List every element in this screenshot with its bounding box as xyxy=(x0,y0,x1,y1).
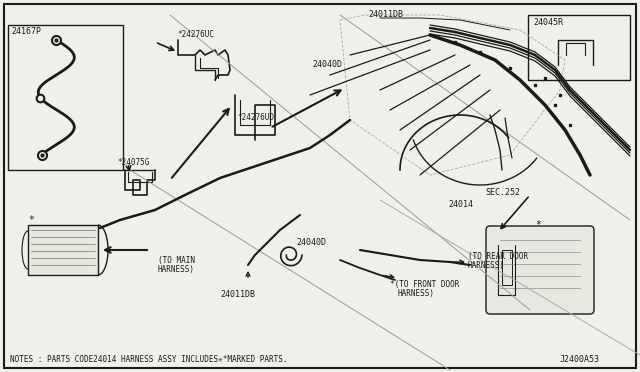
Text: (TO MAIN: (TO MAIN xyxy=(158,256,195,265)
Text: *24075G: *24075G xyxy=(117,158,149,167)
FancyBboxPatch shape xyxy=(486,226,594,314)
Text: *: * xyxy=(535,220,541,230)
Text: 24045R: 24045R xyxy=(533,18,563,27)
Text: 24011DB: 24011DB xyxy=(220,290,255,299)
Text: *24276UC: *24276UC xyxy=(177,30,214,39)
Text: 24040D: 24040D xyxy=(312,60,342,69)
Text: NOTES : PARTS CODE24014 HARNESS ASSY INCLUDES✳*MARKED PARTS.: NOTES : PARTS CODE24014 HARNESS ASSY INC… xyxy=(10,355,287,364)
Text: HARNESS): HARNESS) xyxy=(468,261,505,270)
Bar xyxy=(528,15,630,80)
Text: J2400A53: J2400A53 xyxy=(560,355,600,364)
Text: SEC.252: SEC.252 xyxy=(485,188,520,197)
Text: *: * xyxy=(28,215,34,225)
Text: *(TO FRONT DOOR: *(TO FRONT DOOR xyxy=(390,280,460,289)
Bar xyxy=(8,25,123,170)
Text: 24167P: 24167P xyxy=(11,27,41,36)
Bar xyxy=(502,250,512,285)
Bar xyxy=(28,225,98,275)
Text: HARNESS): HARNESS) xyxy=(398,289,435,298)
Text: 24011DB: 24011DB xyxy=(368,10,403,19)
Text: 24014: 24014 xyxy=(448,200,473,209)
Text: (TO REAR DOOR: (TO REAR DOOR xyxy=(468,252,528,261)
Text: HARNESS): HARNESS) xyxy=(158,265,195,274)
Text: *24276UD: *24276UD xyxy=(237,113,274,122)
Text: 24040D: 24040D xyxy=(296,238,326,247)
